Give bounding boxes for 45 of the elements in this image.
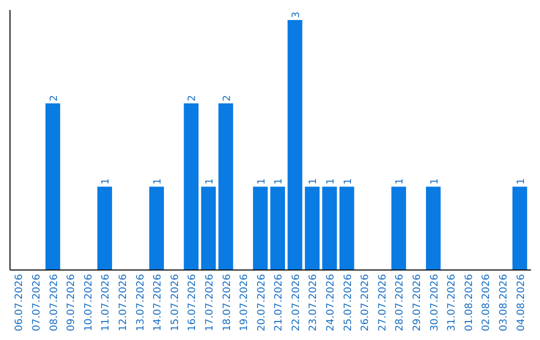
x-tick-label: 14.07.2026 bbox=[152, 274, 164, 332]
data-label: 2 bbox=[222, 94, 233, 102]
data-label: 1 bbox=[308, 178, 320, 185]
x-tick-label: 17.07.2026 bbox=[204, 274, 216, 332]
x-tick-label: 28.07.2026 bbox=[394, 274, 406, 332]
x-tick-label: 25.07.2026 bbox=[342, 274, 354, 332]
x-tick-label: 24.07.2026 bbox=[326, 274, 337, 332]
data-label: 2 bbox=[48, 94, 60, 102]
x-tick-label: 12.07.2026 bbox=[118, 274, 129, 332]
x-tick-label: 22.07.2026 bbox=[290, 274, 302, 332]
x-tick-label: 08.07.2026 bbox=[48, 274, 60, 332]
data-label: 3 bbox=[290, 12, 302, 18]
x-tick-label: 18.07.2026 bbox=[222, 274, 233, 332]
x-tick-label: 02.08.2026 bbox=[481, 274, 492, 332]
data-label: 2 bbox=[187, 94, 198, 102]
x-tick-label: 16.07.2026 bbox=[187, 274, 198, 332]
x-tick-label: 15.07.2026 bbox=[170, 274, 181, 332]
x-tick-label: 26.07.2026 bbox=[360, 274, 372, 332]
x-tick-label: 21.07.2026 bbox=[274, 274, 285, 332]
x-tick-label: 01.08.2026 bbox=[464, 274, 475, 332]
x-tick-label: 09.07.2026 bbox=[66, 274, 78, 332]
data-label: 1 bbox=[274, 178, 285, 185]
x-tick-label: 10.07.2026 bbox=[83, 274, 94, 332]
x-tick-label: 31.07.2026 bbox=[446, 274, 458, 332]
x-tick-label: 11.07.2026 bbox=[100, 274, 112, 332]
x-tick-label: 20.07.2026 bbox=[256, 274, 268, 332]
x-tick-label: 07.07.2026 bbox=[32, 274, 43, 332]
data-label: 1 bbox=[326, 178, 337, 185]
data-label: 1 bbox=[394, 178, 406, 185]
x-tick-label: 23.07.2026 bbox=[308, 274, 320, 332]
x-tick-label: 04.08.2026 bbox=[516, 274, 527, 332]
data-label: 1 bbox=[152, 178, 164, 185]
x-tick-label: 29.07.2026 bbox=[412, 274, 424, 332]
data-label: 1 bbox=[256, 178, 268, 185]
data-label: 1 bbox=[204, 178, 216, 185]
data-label: 1 bbox=[342, 178, 354, 185]
x-tick-label: 03.08.2026 bbox=[498, 274, 510, 332]
x-tick-label: 30.07.2026 bbox=[429, 274, 440, 332]
data-label: 1 bbox=[516, 178, 527, 185]
x-tick-label: 13.07.2026 bbox=[135, 274, 146, 332]
data-label: 1 bbox=[429, 178, 440, 185]
data-label: 1 bbox=[100, 178, 112, 185]
x-tick-label: 06.07.2026 bbox=[14, 274, 26, 332]
x-tick-label: 19.07.2026 bbox=[239, 274, 250, 332]
x-tick-label: 27.07.2026 bbox=[377, 274, 388, 332]
